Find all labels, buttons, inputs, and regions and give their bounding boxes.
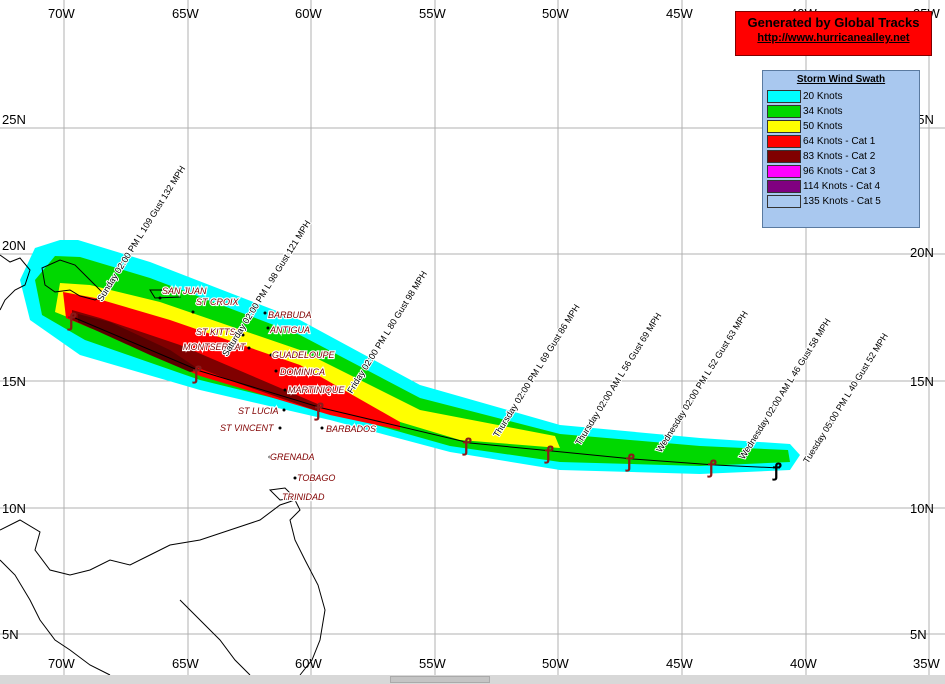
legend-label: 64 Knots - Cat 1 <box>803 136 876 147</box>
place-label: GRENADA <box>270 452 315 462</box>
legend-label: 83 Knots - Cat 2 <box>803 151 876 162</box>
storm-symbol-icon: ꝭ <box>462 435 472 456</box>
place-label: ST LUCIA <box>238 406 279 416</box>
storm-symbol-icon: ꝭ <box>67 310 77 331</box>
lat-label: 20N <box>2 238 26 253</box>
place-labels: SAN JUAN ST CROIX BARBUDA ANTIGUA ST KIT… <box>161 285 377 503</box>
lon-label: 35W <box>913 656 940 671</box>
legend-swatch <box>767 165 801 178</box>
legend-label: 20 Knots <box>803 91 843 102</box>
hurricane-symbols: ꝭ ꝭ ꝭ ꝭ ꝭ ꝭ ꝭ ꝭ <box>67 310 782 481</box>
legend-label: 96 Knots - Cat 3 <box>803 166 876 177</box>
wind-swath <box>20 240 800 474</box>
place-label: DOMINICA <box>280 367 325 377</box>
lat-labels-left: 25N 20N 15N 10N 5N <box>2 112 26 642</box>
storm-symbol-icon: ꝭ <box>314 400 324 421</box>
lon-label: 70W <box>48 656 75 671</box>
credit-link[interactable]: http://www.hurricanealley.net <box>757 32 910 44</box>
lat-label: 5N <box>2 627 19 642</box>
storm-symbol-icon: ꝭ <box>192 363 202 384</box>
lon-label: 55W <box>419 656 446 671</box>
legend-swatch <box>767 135 801 148</box>
lat-label: 20N <box>910 245 934 260</box>
scrollbar-thumb[interactable] <box>390 676 490 683</box>
lat-label: 25N <box>2 112 26 127</box>
legend-swatch <box>767 180 801 193</box>
lon-label: 50W <box>542 656 569 671</box>
place-label: ST VINCENT <box>220 423 275 433</box>
credit-title: Generated by Global Tracks <box>747 15 920 30</box>
storm-symbol-icon: ꝭ <box>544 443 554 464</box>
legend-title: Storm Wind Swath <box>796 74 886 85</box>
lat-label: 5N <box>910 627 927 642</box>
storm-symbol-icon: ꝭ <box>772 460 782 481</box>
legend-label: 34 Knots <box>803 106 843 117</box>
lat-label: 15N <box>2 374 26 389</box>
place-label: MONTSERRAT <box>183 342 247 352</box>
lon-label: 40W <box>790 656 817 671</box>
place-label: SAN JUAN <box>162 286 207 296</box>
legend-label: 114 Knots - Cat 4 <box>803 181 881 192</box>
place-label: GUADELOUPE <box>272 350 336 360</box>
horizontal-scrollbar[interactable] <box>0 675 945 684</box>
place-label: ST KITTS <box>196 327 236 337</box>
coastlines <box>0 254 326 676</box>
lon-label: 65W <box>172 6 199 21</box>
lon-label: 60W <box>295 656 322 671</box>
lon-label: 50W <box>542 6 569 21</box>
forecast-label: Tuesday 05:00 PM L 40 Gust 52 MPH <box>801 331 890 465</box>
place-label: BARBUDA <box>268 310 312 320</box>
lat-label: 15N <box>910 374 934 389</box>
lat-label: 10N <box>910 501 934 516</box>
islands <box>158 296 324 480</box>
legend-label: 135 Knots - Cat 5 <box>803 196 881 207</box>
lon-label: 65W <box>172 656 199 671</box>
forecast-label: Wednesday 02:00 PM L 52 Gust 63 MPH <box>654 309 750 454</box>
swath-34kt <box>35 256 790 466</box>
lon-label: 55W <box>419 6 446 21</box>
lon-label: 45W <box>666 6 693 21</box>
place-label: ST CROIX <box>196 297 240 307</box>
place-label: ANTIGUA <box>269 325 310 335</box>
lat-label: 10N <box>2 501 26 516</box>
storm-symbol-icon: ꝭ <box>625 451 635 472</box>
lon-label: 60W <box>295 6 322 21</box>
legend-swatch <box>767 105 801 118</box>
place-label: TRINIDAD <box>282 492 325 502</box>
legend: Storm Wind Swath 20 Knots 34 Knots 50 Knot… <box>762 70 920 228</box>
legend-swatch <box>767 195 801 208</box>
lon-label: 45W <box>666 656 693 671</box>
legend-label: 50 Knots <box>803 121 843 132</box>
legend-swatch <box>767 90 801 103</box>
swath-64kt <box>63 292 400 430</box>
place-label: TOBAGO <box>297 473 335 483</box>
place-label: BARBADOS <box>326 424 376 434</box>
legend-swatch <box>767 120 801 133</box>
credit-box: Generated by Global Tracks http://www.hu… <box>735 11 932 56</box>
lon-label: 70W <box>48 6 75 21</box>
lon-labels-bottom: 70W 65W 60W 55W 50W 45W 40W 35W <box>48 656 940 671</box>
storm-symbol-icon: ꝭ <box>707 457 717 478</box>
swath-96kt <box>78 314 200 372</box>
swath-20kt <box>20 240 800 474</box>
place-label: MARTINIQUE <box>288 385 345 395</box>
forecast-label: Thursday 02:00 AM L 56 Gust 69 MPH <box>573 311 663 447</box>
legend-swatch <box>767 150 801 163</box>
storm-track <box>74 317 781 469</box>
